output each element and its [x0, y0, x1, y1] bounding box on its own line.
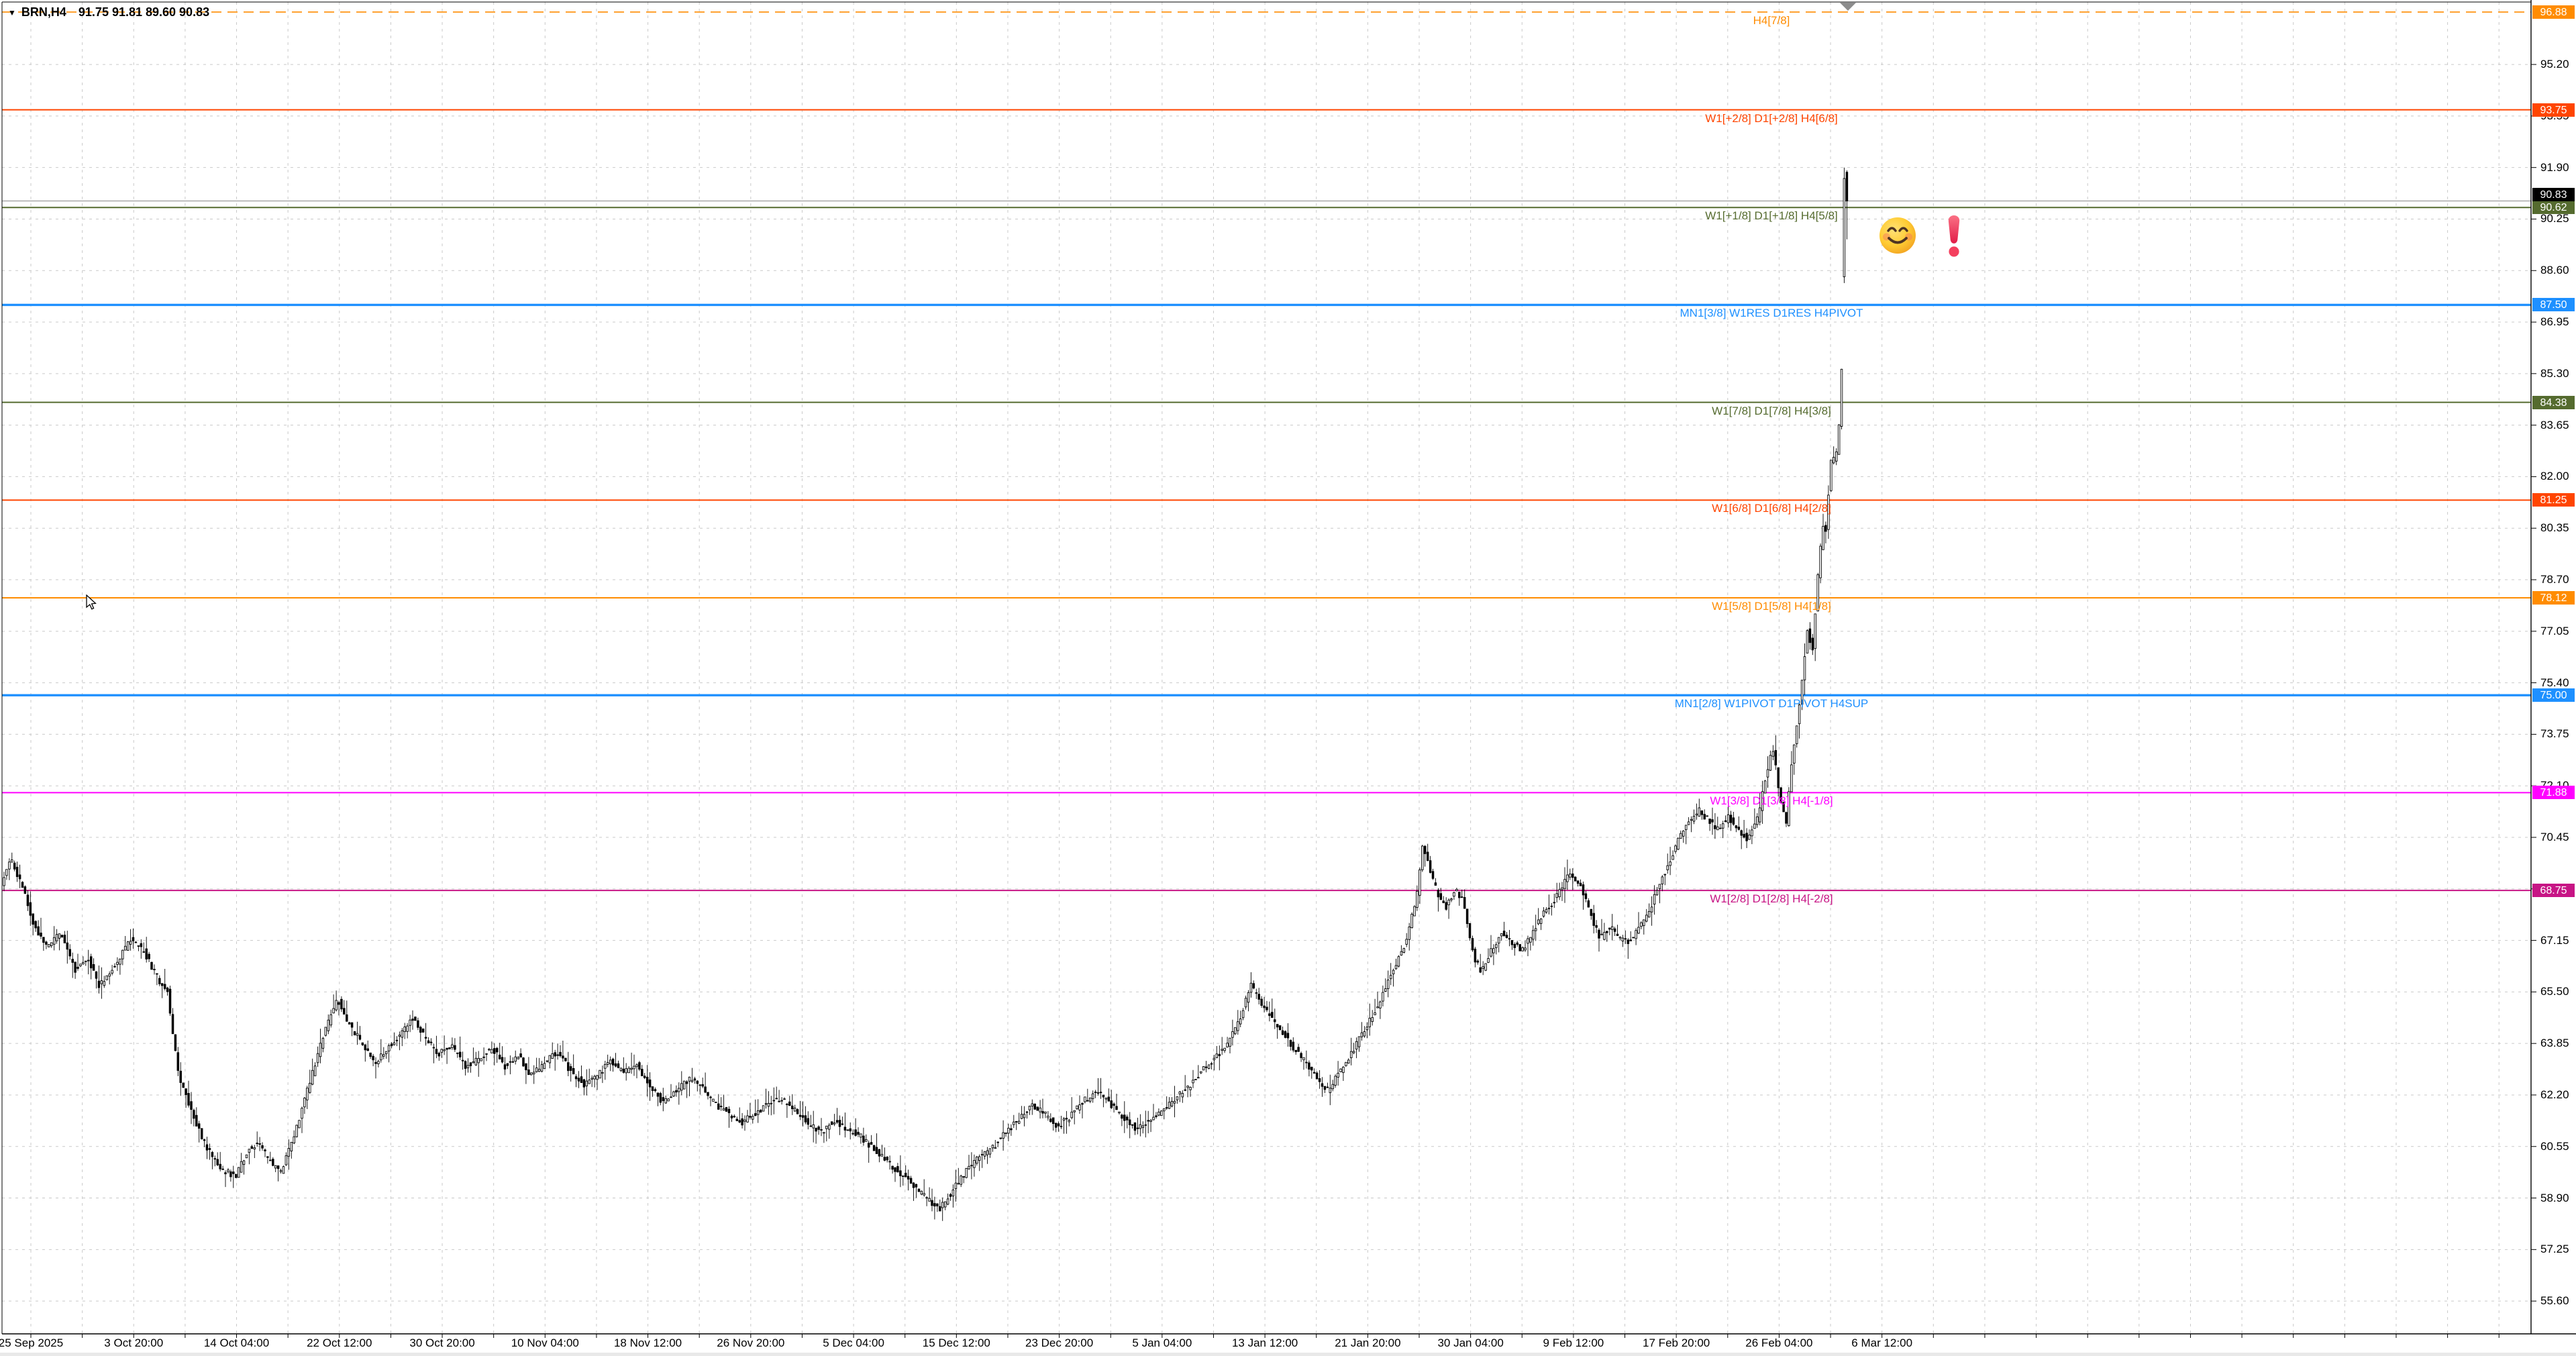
price-level-badge: 90.62	[2532, 201, 2575, 215]
mouse-cursor	[86, 594, 97, 610]
price-tick-label: 75.40	[2540, 676, 2569, 689]
price-tick-label: 63.85	[2540, 1037, 2569, 1050]
time-tick-label: 6 Mar 12:00	[1851, 1337, 1913, 1349]
price-level-badge: 75.00	[2532, 688, 2575, 702]
price-tick-label: 82.00	[2540, 470, 2569, 483]
time-tick-label: 10 Nov 04:00	[511, 1337, 579, 1349]
price-tick-label: 55.60	[2540, 1294, 2569, 1308]
chart-shift-marker-icon[interactable]	[1839, 2, 1857, 11]
time-tick-label: 26 Nov 20:00	[717, 1337, 785, 1349]
price-tick-label: 95.20	[2540, 58, 2569, 71]
time-tick-label: 30 Oct 20:00	[409, 1337, 475, 1349]
symbol-info-bar: ▼ BRN,H4 91.75 91.81 89.60 90.83	[8, 5, 209, 19]
price-tick-label: 78.70	[2540, 573, 2569, 586]
time-tick-label: 30 Jan 04:00	[1437, 1337, 1504, 1349]
window-bottom-edge	[0, 1353, 2576, 1356]
price-tick-label: 58.90	[2540, 1191, 2569, 1204]
time-tick-label: 23 Dec 20:00	[1025, 1337, 1094, 1349]
time-tick-label: 18 Nov 12:00	[613, 1337, 682, 1349]
price-level-badge: 87.50	[2532, 298, 2575, 312]
price-tick-label: 67.15	[2540, 933, 2569, 947]
price-tick-label: 91.90	[2540, 160, 2569, 174]
price-tick-label: 62.20	[2540, 1088, 2569, 1101]
candlestick-series	[3, 172, 1849, 1212]
time-tick-label: 26 Feb 04:00	[1745, 1337, 1813, 1349]
time-tick-label: 15 Dec 12:00	[922, 1337, 990, 1349]
price-tick-label: 70.45	[2540, 830, 2569, 843]
price-level-badge: 71.88	[2532, 786, 2575, 800]
current-price-badge: 90.83	[2532, 188, 2575, 202]
murrey-level-label: W1[2/8] D1[2/8] H4[-2/8]	[1710, 892, 1833, 906]
gridlines	[2, 2, 2531, 1334]
time-tick-label: 21 Jan 20:00	[1335, 1337, 1401, 1349]
murrey-level-label: W1[3/8] D1[3/8] H4[-1/8]	[1710, 794, 1833, 808]
time-tick-label: 25 Sep 2025	[0, 1337, 64, 1349]
time-tick-label: 9 Feb 12:00	[1543, 1337, 1604, 1349]
murrey-level-label: W1[5/8] D1[5/8] H4[1/8]	[1712, 600, 1831, 613]
time-tick-label: 5 Jan 04:00	[1132, 1337, 1192, 1349]
smiling-face-emoji[interactable]	[1878, 216, 1917, 255]
murrey-level-label: W1[6/8] D1[6/8] H4[2/8]	[1712, 502, 1831, 515]
time-tick-label: 17 Feb 20:00	[1643, 1337, 1710, 1349]
price-tick-label: 90.25	[2540, 212, 2569, 225]
price-level-badge: 93.75	[2532, 103, 2575, 117]
price-tick-label: 60.55	[2540, 1139, 2569, 1153]
price-tick-label: 65.50	[2540, 985, 2569, 998]
symbol-name: BRN,H4	[21, 5, 66, 19]
price-tick-label: 88.60	[2540, 264, 2569, 277]
murrey-level-label: W1[+1/8] D1[+1/8] H4[5/8]	[1705, 209, 1838, 223]
time-tick-label: 22 Oct 12:00	[307, 1337, 372, 1349]
price-tick-label: 73.75	[2540, 727, 2569, 741]
murrey-level-label: W1[7/8] D1[7/8] H4[3/8]	[1712, 404, 1831, 417]
murrey-level-lines	[2, 11, 2531, 892]
time-tick-label: 5 Dec 04:00	[823, 1337, 884, 1349]
price-tick-label: 77.05	[2540, 624, 2569, 637]
murrey-level-label: MN1[3/8] W1RES D1RES H4PIVOT	[1680, 307, 1863, 320]
time-tick-label: 14 Oct 04:00	[203, 1337, 270, 1349]
time-tick-label: 3 Oct 20:00	[104, 1337, 164, 1349]
price-tick-label: 83.65	[2540, 418, 2569, 431]
price-tick-label: 57.25	[2540, 1243, 2569, 1256]
symbol-dropdown-icon[interactable]: ▼	[8, 7, 16, 17]
price-level-badge: 78.12	[2532, 591, 2575, 605]
murrey-level-label: W1[+2/8] D1[+2/8] H4[6/8]	[1705, 111, 1838, 125]
price-tick-label: 86.95	[2540, 315, 2569, 329]
price-level-badge: 84.38	[2532, 395, 2575, 409]
murrey-level-label: H4[7/8]	[1753, 13, 1790, 27]
murrey-level-label: MN1[2/8] W1PIVOT D1PIVOT H4SUP	[1674, 697, 1869, 711]
price-level-badge: 68.75	[2532, 884, 2575, 898]
price-tick-label: 80.35	[2540, 521, 2569, 535]
price-level-badge: 81.25	[2532, 493, 2575, 507]
time-tick-label: 13 Jan 12:00	[1231, 1337, 1298, 1349]
symbol-ohlc-values: 91.75 91.81 89.60 90.83	[78, 5, 210, 19]
exclamation-mark-emoji[interactable]	[1942, 213, 1966, 259]
price-tick-label: 85.30	[2540, 366, 2569, 380]
price-level-badge: 96.88	[2532, 5, 2575, 19]
